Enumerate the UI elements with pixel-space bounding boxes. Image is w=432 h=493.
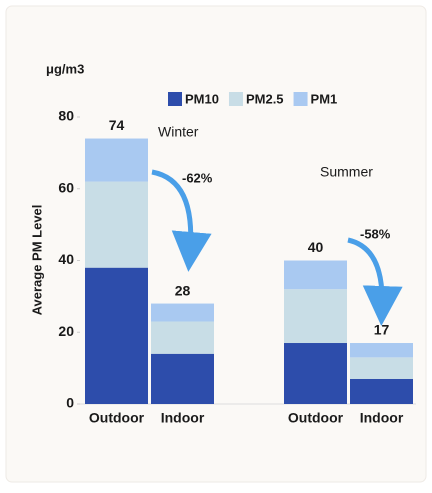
bar-segment xyxy=(85,181,148,268)
arrow xyxy=(347,237,403,326)
arrow xyxy=(151,169,212,272)
bar-segment xyxy=(151,353,214,404)
bar-segment xyxy=(284,343,347,404)
y-tick-label: 0 xyxy=(66,395,74,411)
bar-segment xyxy=(284,260,347,290)
x-tick-label: Indoor xyxy=(161,410,205,426)
bar-segment xyxy=(284,289,347,344)
legend-swatch xyxy=(228,92,243,106)
annotation: -62% xyxy=(182,170,213,185)
y-tick-label: 20 xyxy=(58,323,74,339)
bar-segment xyxy=(151,321,214,354)
x-tick-label: Outdoor xyxy=(89,410,145,426)
bar-segment xyxy=(350,378,413,404)
legend-label: PM2.5 xyxy=(246,91,284,106)
legend-swatch xyxy=(168,92,182,106)
legend-label: PM10 xyxy=(185,91,219,106)
x-tick-label: Outdoor xyxy=(288,410,344,426)
annotation: -58% xyxy=(360,226,391,241)
y-tick-label: 40 xyxy=(58,251,74,267)
total-label: 74 xyxy=(109,117,125,133)
total-label: 17 xyxy=(374,322,390,338)
bar-segment xyxy=(151,303,214,322)
unit-label: μg/m3 xyxy=(46,61,84,76)
bar-segment xyxy=(85,267,148,404)
y-tick-label: 60 xyxy=(58,179,74,195)
group-label: Summer xyxy=(320,164,373,180)
y-tick-label: 80 xyxy=(58,108,74,124)
bar-segment xyxy=(85,138,148,182)
y-axis-label: Average PM Level xyxy=(29,205,44,316)
legend-label: PM1 xyxy=(311,91,338,106)
legend-swatch xyxy=(293,92,308,106)
bar-segment xyxy=(350,357,413,379)
x-tick-label: Indoor xyxy=(360,410,404,426)
bar-segment xyxy=(350,343,413,358)
group-label: Winter xyxy=(158,124,199,140)
total-label: 40 xyxy=(308,239,324,255)
total-label: 28 xyxy=(175,282,191,298)
